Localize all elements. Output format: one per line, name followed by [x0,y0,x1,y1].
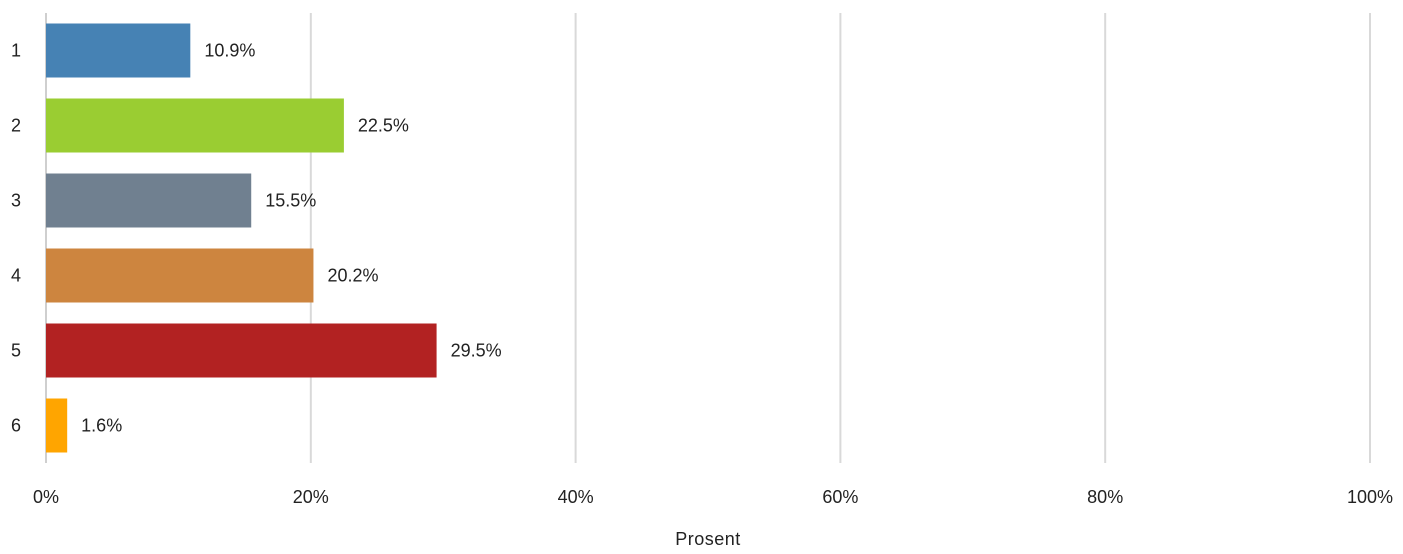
x-tick-label: 100% [1347,487,1393,507]
bar [46,23,191,78]
y-category-label: 4 [11,266,21,286]
bar [46,248,314,303]
x-tick-label: 20% [293,487,329,507]
y-category-label: 6 [11,416,21,436]
data-label: 20.2% [327,266,378,286]
bars [46,23,437,453]
x-tick-label: 60% [822,487,858,507]
labels: 0% 20% 40% 60% 80% 100% 1 10.9% 2 22.5% 3 15.5% 4 20.… [11,41,1393,508]
y-category-label: 2 [11,116,21,136]
x-axis-title: Prosent [675,529,741,549]
x-tick-label: 0% [33,487,59,507]
data-label: 15.5% [265,191,316,211]
data-label: 22.5% [358,116,409,136]
x-tick-label: 40% [558,487,594,507]
data-label: 29.5% [451,341,502,361]
y-category-label: 3 [11,191,21,211]
bar [46,98,344,153]
x-tick-label: 80% [1087,487,1123,507]
gridlines [309,13,1371,463]
bar [46,173,252,228]
y-category-label: 5 [11,341,21,361]
data-label: 1.6% [81,416,122,436]
bar [46,323,437,378]
bar [46,398,68,453]
data-label: 10.9% [204,41,255,61]
y-category-label: 1 [11,41,21,61]
